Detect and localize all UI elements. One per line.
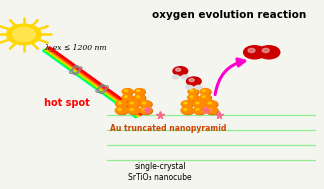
Circle shape: [128, 101, 139, 107]
Circle shape: [200, 89, 210, 95]
Circle shape: [181, 101, 192, 107]
Circle shape: [123, 89, 133, 95]
Circle shape: [185, 85, 193, 90]
Circle shape: [172, 75, 180, 79]
Text: hot spot: hot spot: [44, 98, 90, 108]
Circle shape: [122, 89, 133, 95]
Circle shape: [127, 107, 139, 114]
Circle shape: [136, 96, 140, 98]
Circle shape: [189, 89, 199, 95]
Text: oxygen evolution reaction: oxygen evolution reaction: [152, 10, 306, 20]
Text: λ_ex ≤ 1200 nm: λ_ex ≤ 1200 nm: [44, 43, 107, 51]
Circle shape: [202, 90, 205, 92]
Circle shape: [190, 96, 193, 98]
Circle shape: [116, 107, 128, 115]
Circle shape: [141, 101, 152, 108]
Circle shape: [189, 78, 194, 82]
Circle shape: [140, 107, 152, 114]
Circle shape: [262, 48, 269, 53]
Circle shape: [196, 102, 199, 104]
Circle shape: [182, 101, 193, 108]
Circle shape: [118, 108, 121, 110]
Text: SrTiO₃ nanocube: SrTiO₃ nanocube: [128, 174, 192, 183]
Circle shape: [208, 102, 211, 104]
Circle shape: [173, 67, 188, 75]
Circle shape: [196, 108, 199, 110]
Circle shape: [130, 108, 133, 110]
Circle shape: [248, 48, 255, 53]
Circle shape: [190, 90, 193, 92]
Circle shape: [116, 101, 128, 108]
Circle shape: [140, 101, 151, 107]
Circle shape: [258, 46, 280, 59]
Circle shape: [200, 94, 211, 101]
Circle shape: [142, 108, 145, 110]
Circle shape: [208, 108, 211, 110]
Text: Au truncated nanopyramid: Au truncated nanopyramid: [110, 124, 226, 132]
Circle shape: [116, 101, 127, 107]
Circle shape: [122, 94, 133, 101]
Circle shape: [128, 107, 140, 115]
Circle shape: [134, 94, 145, 101]
Circle shape: [187, 77, 201, 86]
Circle shape: [202, 96, 205, 98]
Circle shape: [193, 107, 205, 114]
Circle shape: [194, 101, 206, 108]
Circle shape: [134, 89, 145, 95]
Circle shape: [201, 95, 211, 101]
Text: single-crystal: single-crystal: [134, 162, 186, 171]
Circle shape: [6, 24, 41, 45]
Circle shape: [130, 102, 133, 104]
Circle shape: [206, 101, 217, 107]
Circle shape: [244, 46, 266, 59]
Circle shape: [201, 89, 211, 95]
Circle shape: [189, 95, 199, 101]
Circle shape: [193, 101, 205, 107]
Circle shape: [182, 107, 194, 115]
Circle shape: [129, 101, 140, 108]
Circle shape: [194, 85, 202, 90]
Circle shape: [188, 89, 198, 95]
Circle shape: [184, 102, 187, 104]
Circle shape: [123, 95, 133, 101]
Circle shape: [124, 96, 127, 98]
Circle shape: [143, 102, 145, 104]
Circle shape: [12, 27, 36, 41]
Circle shape: [205, 107, 217, 114]
Circle shape: [141, 107, 152, 115]
Circle shape: [176, 68, 181, 71]
Circle shape: [206, 107, 218, 115]
Circle shape: [181, 75, 189, 79]
Circle shape: [115, 107, 127, 114]
Circle shape: [118, 102, 121, 104]
Circle shape: [124, 90, 127, 92]
Circle shape: [135, 89, 145, 95]
Circle shape: [206, 101, 218, 108]
Circle shape: [184, 108, 187, 110]
Circle shape: [181, 107, 193, 114]
Circle shape: [135, 95, 146, 101]
Circle shape: [137, 90, 140, 92]
Circle shape: [194, 107, 206, 115]
Circle shape: [188, 94, 198, 101]
